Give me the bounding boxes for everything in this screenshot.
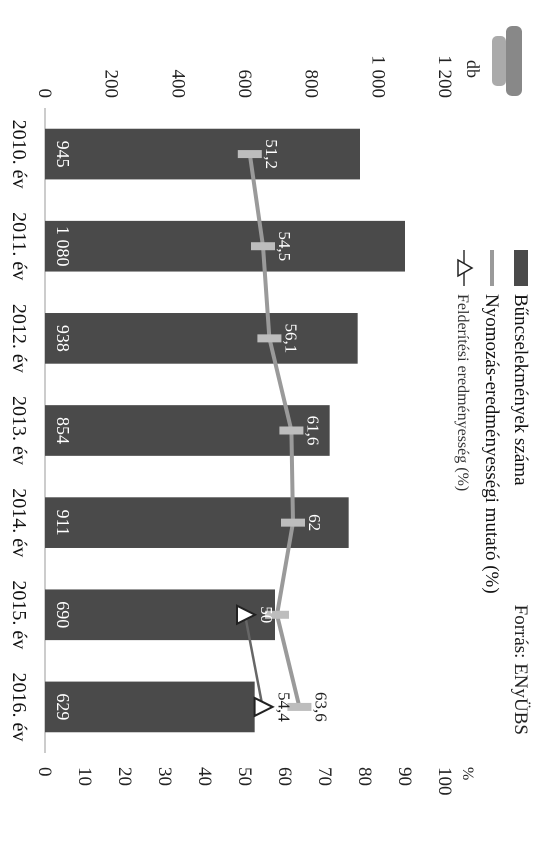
- right-axis-tick: 40: [194, 767, 215, 786]
- legend-label-line2: Felderítési eredményesség (%): [454, 294, 471, 491]
- line-point: [279, 426, 304, 435]
- legend-label-bars: Bűncselekmények száma: [510, 294, 531, 486]
- line-label: 54,5: [275, 231, 294, 261]
- legend-triangle: [457, 258, 474, 278]
- legend-swatch-bars: [514, 250, 528, 286]
- category-label: 2016. év: [8, 672, 30, 741]
- bar: [45, 589, 275, 641]
- line-label: 61,6: [303, 416, 322, 446]
- bar: [44, 681, 255, 733]
- line-point: [281, 518, 305, 527]
- line-label: 51,2: [262, 139, 281, 169]
- bar: [45, 497, 349, 548]
- right-axis-unit: %: [459, 767, 476, 780]
- right-axis-tick: 80: [354, 767, 375, 786]
- bar: [45, 313, 358, 364]
- line-point: [251, 242, 275, 251]
- bar-label: 938: [53, 325, 73, 352]
- line2-label: 54,4: [275, 692, 294, 722]
- right-axis-tick: 60: [274, 767, 295, 786]
- right-axis-tick: 90: [394, 767, 415, 786]
- category-label: 2010. év: [8, 120, 30, 189]
- left-axis-tick: 0: [34, 89, 55, 99]
- bar-label: 854: [53, 417, 73, 444]
- left-axis-tick: 1 200: [434, 55, 455, 98]
- category-label: 2014. év: [8, 488, 30, 557]
- category-label: 2011. év: [8, 212, 30, 280]
- category-label: 2013. év: [8, 396, 30, 465]
- line-label: 62: [305, 514, 324, 531]
- emblem-decoration: [492, 36, 506, 86]
- source-label: Forrás: ENyÜBS: [510, 605, 531, 735]
- bar: [45, 405, 330, 456]
- left-axis-unit: db: [463, 60, 483, 78]
- right-axis-tick: 20: [114, 767, 135, 786]
- right-axis-tick: 30: [154, 767, 175, 786]
- bar: [45, 128, 360, 180]
- line-series-detection: [243, 614, 264, 708]
- line-point: [257, 334, 282, 343]
- category-label: 2015. év: [8, 580, 30, 649]
- triangle-marker: [253, 696, 275, 718]
- line-label: 63,6: [311, 692, 330, 722]
- line-point: [287, 702, 312, 711]
- bar-label: 945: [53, 141, 73, 168]
- left-axis-tick: 800: [301, 70, 322, 99]
- left-axis-tick: 1 000: [367, 55, 388, 98]
- line-label: 56,1: [281, 323, 300, 353]
- right-axis-tick: 10: [74, 767, 95, 786]
- left-axis-tick: 200: [101, 70, 122, 99]
- line-point: [265, 610, 289, 619]
- chart-rotated-group: 0 200 400 600 800 1 000 1 200 db 0 10 20 30 40 50 60 70…: [8, 26, 531, 796]
- category-label: 2012. év: [8, 304, 30, 373]
- bar-label: 1 080: [53, 226, 73, 267]
- emblem-decoration: [506, 26, 522, 96]
- right-axis-tick: 70: [314, 767, 335, 786]
- right-axis-tick: 0: [34, 767, 55, 777]
- bar-label: 690: [53, 601, 73, 628]
- line2-label: 50: [257, 606, 276, 623]
- line-point: [237, 150, 262, 159]
- legend-label-line1: Nyomozás-eredményességi mutató (%): [481, 294, 502, 594]
- bar-label: 629: [53, 693, 73, 720]
- left-axis-tick: 400: [167, 70, 188, 99]
- left-axis-tick: 600: [234, 70, 255, 99]
- bar-label: 911: [53, 509, 73, 535]
- right-axis-tick: 50: [234, 767, 255, 786]
- triangle-marker: [236, 604, 258, 626]
- bar: [45, 220, 405, 272]
- right-axis-tick: 100: [434, 767, 455, 796]
